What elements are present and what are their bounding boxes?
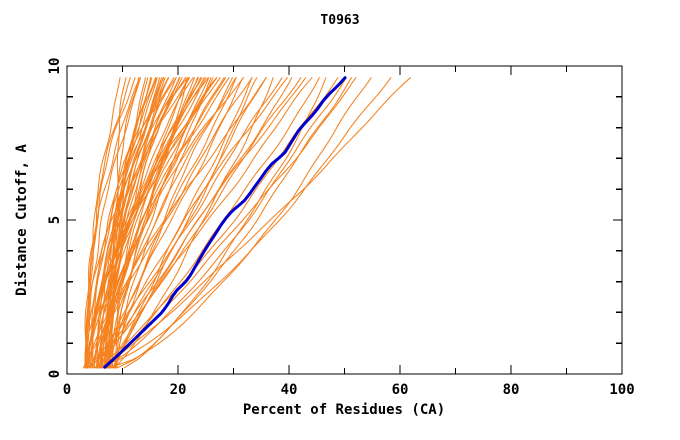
prediction-curve [99, 77, 230, 369]
x-tick-label: 20 [170, 382, 187, 398]
page-title: T0963 [320, 13, 360, 28]
x-tick-label: 60 [392, 382, 409, 398]
y-tick-label: 5 [47, 216, 63, 224]
y-tick-label: 10 [47, 58, 63, 75]
prediction-curve [100, 77, 411, 369]
prediction-curve [84, 77, 141, 369]
prediction-curve [87, 77, 218, 369]
prediction-curve [84, 77, 188, 369]
y-axis-tick-labels: 0 5 10 [47, 58, 63, 379]
prediction-curve [96, 77, 244, 369]
x-axis-label: Percent of Residues (CA) [243, 402, 445, 418]
prediction-curve [82, 77, 253, 369]
prediction-curve [108, 77, 207, 369]
prediction-curve [108, 77, 372, 369]
x-tick-label: 0 [63, 382, 71, 398]
prediction-curve [106, 77, 302, 369]
prediction-curve [93, 77, 244, 369]
highlighted-model-curve [103, 76, 347, 369]
prediction-curve [97, 77, 313, 369]
y-tick-label: 0 [47, 370, 63, 378]
prediction-curve [104, 77, 288, 369]
prediction-curve [99, 77, 347, 369]
highlighted-model-path [103, 76, 347, 369]
x-tick-label: 80 [503, 382, 520, 398]
prediction-curve-group [82, 77, 411, 369]
prediction-curve [87, 77, 283, 369]
prediction-curve [93, 77, 202, 369]
prediction-curve [95, 77, 164, 369]
prediction-curve [123, 77, 352, 369]
x-axis-tick-labels: 0 20 40 60 80 100 [63, 382, 635, 398]
prediction-curve [112, 77, 253, 369]
y-axis-label: Distance Cutoff, A [14, 144, 30, 296]
prediction-curve [85, 77, 141, 369]
prediction-curve [114, 77, 307, 369]
axis-ticks [66, 65, 623, 375]
prediction-curve [84, 77, 267, 369]
x-tick-label: 40 [281, 382, 298, 398]
prediction-curve [99, 77, 237, 369]
prediction-curve [94, 77, 392, 369]
prediction-curve [85, 77, 221, 369]
prediction-curve [84, 77, 136, 369]
prediction-curve [91, 77, 175, 369]
x-tick-label: 100 [609, 382, 634, 398]
